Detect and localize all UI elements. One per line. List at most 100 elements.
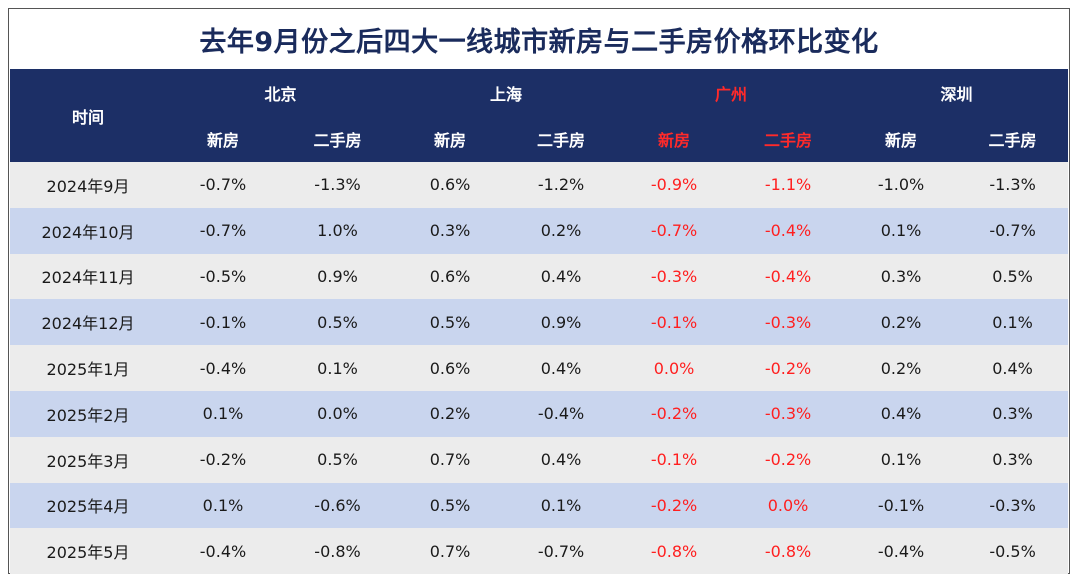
table-row: 2025年2月 0.1% 0.0% 0.2% -0.4% -0.2% -0.3% 0.4% 0.… [10, 390, 1069, 437]
table-row: 2025年3月 -0.2% 0.5% 0.7% 0.4% -0.1% -0.2% 0.1% 0.… [10, 436, 1069, 483]
value-cell: 0.9% [505, 299, 618, 346]
value-cell: -0.1% [166, 299, 280, 346]
value-cell: -0.7% [166, 207, 280, 254]
value-cell: -0.3% [731, 299, 846, 346]
value-cell: -0.2% [617, 390, 732, 437]
header-city-guangzhou: 广州 [617, 69, 846, 116]
period-cell: 2025年2月 [10, 390, 166, 437]
value-cell: -0.8% [617, 528, 732, 575]
value-cell: 0.4% [845, 390, 958, 437]
value-cell: 0.5% [280, 436, 396, 483]
value-cell: 0.1% [280, 345, 396, 391]
header-guangzhou-new: 新房 [617, 116, 732, 162]
value-cell: -1.1% [731, 162, 846, 208]
value-cell: 0.2% [505, 207, 618, 254]
value-cell: -0.5% [957, 528, 1069, 575]
value-cell: -0.2% [731, 436, 846, 483]
value-cell: -0.9% [617, 162, 732, 208]
table-row: 2024年12月 -0.1% 0.5% 0.5% 0.9% -0.1% -0.3% 0.2% 0… [10, 299, 1069, 346]
value-cell: 0.5% [395, 299, 506, 346]
value-cell: -0.3% [957, 482, 1069, 529]
value-cell: -0.4% [166, 345, 280, 391]
value-cell: -0.4% [166, 528, 280, 575]
header-shenzhen-resale: 二手房 [957, 116, 1069, 162]
period-cell: 2024年12月 [10, 299, 166, 346]
value-cell: 0.9% [280, 253, 396, 300]
period-cell: 2025年3月 [10, 436, 166, 483]
table-row: 2024年11月 -0.5% 0.9% 0.6% 0.4% -0.3% -0.4% 0.3% 0… [10, 253, 1069, 300]
value-cell: 0.4% [505, 253, 618, 300]
value-cell: -0.6% [280, 482, 396, 529]
period-cell: 2024年11月 [10, 253, 166, 300]
value-cell: 0.0% [731, 482, 846, 529]
value-cell: -0.2% [731, 345, 846, 391]
period-cell: 2024年9月 [10, 162, 166, 208]
value-cell: 0.1% [166, 482, 280, 529]
value-cell: 0.6% [395, 253, 506, 300]
price-change-table: 时间 北京 上海 广州 深圳 新房 二手房 新房 二手房 新房 二手房 新房 二… [10, 69, 1069, 575]
value-cell: 0.0% [617, 345, 732, 391]
value-cell: 0.6% [395, 162, 506, 208]
value-cell: 0.5% [280, 299, 396, 346]
value-cell: -1.2% [505, 162, 618, 208]
header-shanghai-new: 新房 [395, 116, 506, 162]
value-cell: 0.6% [395, 345, 506, 391]
value-cell: 0.3% [957, 390, 1069, 437]
table-row: 2024年9月 -0.7% -1.3% 0.6% -1.2% -0.9% -1.1% -1.0… [10, 162, 1069, 208]
header-period: 时间 [10, 69, 166, 162]
value-cell: -0.3% [731, 390, 846, 437]
value-cell: -0.3% [617, 253, 732, 300]
period-cell: 2025年1月 [10, 345, 166, 391]
value-cell: 0.1% [845, 436, 958, 483]
value-cell: -0.7% [957, 207, 1069, 254]
value-cell: -0.7% [505, 528, 618, 575]
value-cell: 0.4% [505, 436, 618, 483]
value-cell: -0.1% [617, 436, 732, 483]
value-cell: 0.1% [505, 482, 618, 529]
table-row: 2025年4月 0.1% -0.6% 0.5% 0.1% -0.2% 0.0% -0.1% -0… [10, 482, 1069, 529]
value-cell: 0.1% [845, 207, 958, 254]
value-cell: -0.8% [731, 528, 846, 575]
value-cell: -0.1% [845, 482, 958, 529]
value-cell: 0.4% [957, 345, 1069, 391]
header-row-cities: 时间 北京 上海 广州 深圳 [10, 69, 1069, 162]
period-cell: 2025年4月 [10, 482, 166, 529]
value-cell: -0.4% [731, 207, 846, 254]
header-shanghai-resale: 二手房 [505, 116, 618, 162]
value-cell: 0.5% [957, 253, 1069, 300]
value-cell: -0.4% [731, 253, 846, 300]
header-city-shanghai: 上海 [395, 69, 618, 116]
value-cell: -0.5% [166, 253, 280, 300]
value-cell: -0.7% [617, 207, 732, 254]
value-cell: -0.4% [505, 390, 618, 437]
value-cell: 0.3% [957, 436, 1069, 483]
value-cell: 0.2% [395, 390, 506, 437]
header-city-shenzhen: 深圳 [845, 69, 1069, 116]
value-cell: -0.7% [166, 162, 280, 208]
value-cell: 0.7% [395, 436, 506, 483]
header-beijing-new: 新房 [166, 116, 280, 162]
value-cell: -1.3% [957, 162, 1069, 208]
value-cell: -0.8% [280, 528, 396, 575]
table-row: 2024年10月 -0.7% 1.0% 0.3% 0.2% -0.7% -0.4% 0.1% -… [10, 207, 1069, 254]
chart-title: 去年9月份之后四大一线城市新房与二手房价格环比变化 [199, 26, 879, 58]
header-beijing-resale: 二手房 [280, 116, 396, 162]
value-cell: 0.3% [845, 253, 958, 300]
value-cell: 0.2% [845, 299, 958, 346]
header-row-types: 新房 二手房 新房 二手房 新房 二手房 新房 二手房 [10, 116, 1069, 162]
value-cell: 0.4% [505, 345, 618, 391]
value-cell: 0.5% [395, 482, 506, 529]
value-cell: 0.7% [395, 528, 506, 575]
value-cell: -1.0% [845, 162, 958, 208]
value-cell: -0.1% [617, 299, 732, 346]
table-row: 2025年5月 -0.4% -0.8% 0.7% -0.7% -0.8% -0.8% -0.4… [10, 528, 1069, 575]
value-cell: -0.2% [617, 482, 732, 529]
value-cell: 0.3% [395, 207, 506, 254]
value-cell: 0.1% [166, 390, 280, 437]
value-cell: -1.3% [280, 162, 396, 208]
table-row: 2025年1月 -0.4% 0.1% 0.6% 0.4% 0.0% -0.2% 0.2% 0.4… [10, 345, 1069, 391]
period-cell: 2024年10月 [10, 207, 166, 254]
period-cell: 2025年5月 [10, 528, 166, 575]
table-body: 2024年9月 -0.7% -1.3% 0.6% -1.2% -0.9% -1.1% -1.0… [10, 162, 1069, 575]
value-cell: 1.0% [280, 207, 396, 254]
